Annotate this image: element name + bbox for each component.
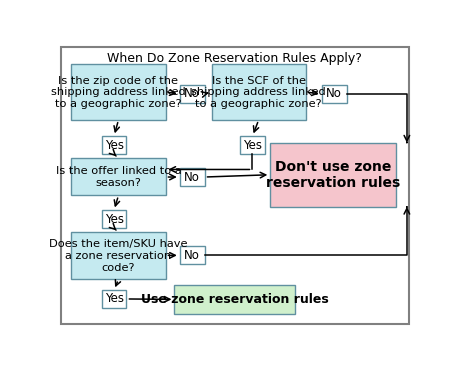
FancyBboxPatch shape xyxy=(71,64,165,120)
Text: Is the zip code of the
shipping address linked
to a geographic zone?: Is the zip code of the shipping address … xyxy=(51,75,186,109)
FancyBboxPatch shape xyxy=(102,136,126,154)
FancyBboxPatch shape xyxy=(212,64,305,120)
Text: Is the offer linked to a
season?: Is the offer linked to a season? xyxy=(55,166,181,188)
Text: No: No xyxy=(326,87,342,100)
FancyBboxPatch shape xyxy=(71,232,165,279)
Text: Don't use zone
reservation rules: Don't use zone reservation rules xyxy=(266,159,400,190)
Text: Yes: Yes xyxy=(104,292,124,306)
Text: When Do Zone Reservation Rules Apply?: When Do Zone Reservation Rules Apply? xyxy=(107,51,362,64)
FancyBboxPatch shape xyxy=(71,158,165,195)
Text: Use zone reservation rules: Use zone reservation rules xyxy=(141,293,328,306)
FancyBboxPatch shape xyxy=(180,85,205,103)
FancyBboxPatch shape xyxy=(322,85,347,103)
Text: Yes: Yes xyxy=(104,213,124,226)
Text: No: No xyxy=(184,171,200,184)
FancyBboxPatch shape xyxy=(61,47,409,324)
FancyBboxPatch shape xyxy=(180,246,205,264)
FancyBboxPatch shape xyxy=(102,290,126,308)
FancyBboxPatch shape xyxy=(270,143,396,207)
Text: Yes: Yes xyxy=(243,139,262,152)
Text: No: No xyxy=(184,87,200,100)
FancyBboxPatch shape xyxy=(180,168,205,186)
FancyBboxPatch shape xyxy=(240,136,265,154)
FancyBboxPatch shape xyxy=(102,210,126,228)
Text: Does the item/SKU have
a zone reservation
code?: Does the item/SKU have a zone reservatio… xyxy=(49,239,188,273)
Text: No: No xyxy=(184,249,200,262)
Text: Yes: Yes xyxy=(104,139,124,152)
Text: Is the SCF of the
shipping address linked
to a geographic zone?: Is the SCF of the shipping address linke… xyxy=(191,75,326,109)
FancyBboxPatch shape xyxy=(174,285,295,314)
